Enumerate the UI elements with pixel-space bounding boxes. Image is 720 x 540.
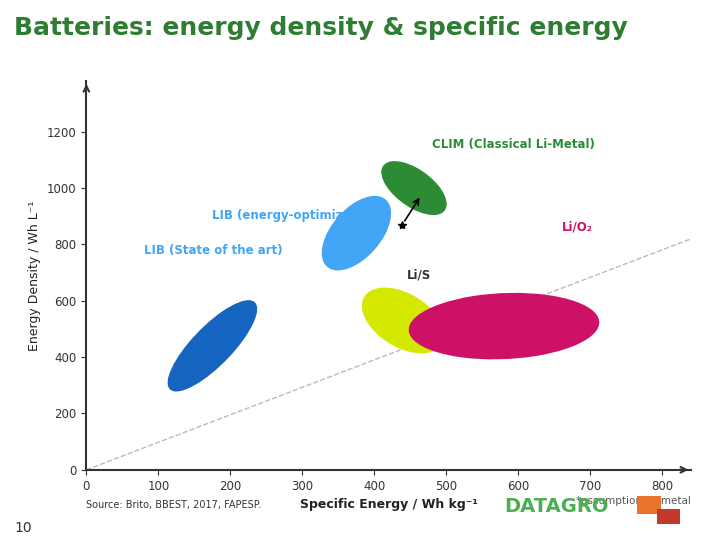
- Y-axis label: Energy Density / Wh L⁻¹: Energy Density / Wh L⁻¹: [28, 200, 41, 350]
- Text: Batteries: energy density & specific energy: Batteries: energy density & specific ene…: [14, 16, 628, 40]
- Text: Li/S: Li/S: [407, 268, 431, 281]
- Text: Li/O₂: Li/O₂: [562, 220, 593, 233]
- Text: Source: Brito, BBEST, 2017, FAPESP.: Source: Brito, BBEST, 2017, FAPESP.: [86, 500, 261, 510]
- Ellipse shape: [322, 196, 391, 271]
- Text: LIB (energy-optimized): LIB (energy-optimized): [212, 209, 364, 222]
- Ellipse shape: [409, 293, 599, 359]
- Ellipse shape: [168, 300, 257, 392]
- FancyBboxPatch shape: [657, 509, 680, 524]
- X-axis label: Specific Energy / Wh kg⁻¹: Specific Energy / Wh kg⁻¹: [300, 498, 478, 511]
- Text: CLIM (Classical Li-Metal): CLIM (Classical Li-Metal): [432, 138, 595, 151]
- FancyBboxPatch shape: [637, 496, 661, 514]
- Ellipse shape: [362, 288, 444, 353]
- Text: 10: 10: [14, 521, 32, 535]
- Text: DATAGRO: DATAGRO: [504, 497, 608, 516]
- Text: LIB (State of the art): LIB (State of the art): [144, 244, 283, 257]
- Text: *assumption: Li metal: *assumption: Li metal: [576, 496, 691, 507]
- Ellipse shape: [382, 161, 446, 215]
